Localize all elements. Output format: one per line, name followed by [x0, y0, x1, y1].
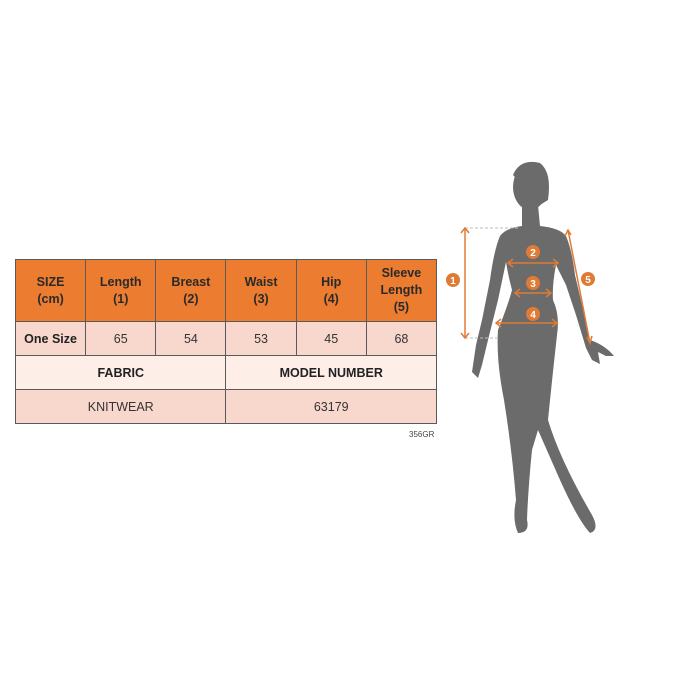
svg-text:2: 2	[530, 248, 536, 259]
header-text: (2)	[183, 291, 199, 306]
waist-value: 53	[225, 321, 297, 356]
svg-text:3: 3	[530, 279, 536, 290]
header-text: (1)	[113, 291, 129, 306]
table-row: One Size 65 54 53 45 68	[14, 321, 438, 356]
sleeve-length-value: 68	[365, 321, 438, 356]
marker-2: 2	[526, 245, 540, 259]
svg-text:4: 4	[530, 310, 536, 321]
header-row: SIZE (cm) Length (1) Breast (2) Waist (3) Hi…	[14, 259, 438, 322]
header-text: Waist	[244, 274, 278, 289]
header-text: (5)	[393, 300, 410, 314]
marker-5: 5	[581, 272, 595, 286]
header-text: Length	[99, 274, 142, 289]
header-waist: Waist (3)	[225, 259, 297, 322]
header-hip: Hip (4)	[295, 259, 367, 322]
body-silhouette	[472, 161, 614, 533]
header-text: SIZE	[36, 274, 65, 289]
header-sleeve-length: Sleeve Length (5)	[365, 259, 438, 322]
header-text: (3)	[253, 291, 269, 306]
marker-3: 3	[526, 276, 540, 290]
size-label: One Size	[14, 321, 87, 356]
table-row: KNITWEAR 63179	[14, 389, 437, 424]
length-value: 65	[85, 321, 157, 356]
svg-text:5: 5	[585, 275, 591, 286]
svg-text:1: 1	[450, 276, 456, 287]
measurement-lines	[460, 226, 593, 346]
header-text: Hip	[321, 274, 342, 289]
marker-4: 4	[526, 307, 540, 321]
header-text: (4)	[323, 291, 339, 306]
header-text: Sleeve	[381, 266, 422, 280]
product-code: 356GR	[409, 430, 435, 439]
model-number-value: 63179	[225, 389, 437, 424]
header-text: (cm)	[37, 291, 64, 306]
size-chart-table: SIZE (cm) Length (1) Breast (2) Waist (3) Hi…	[14, 259, 438, 424]
fabric-value: KNITWEAR	[14, 389, 227, 424]
marker-1: 1	[446, 273, 460, 287]
header-size: SIZE (cm)	[14, 259, 87, 322]
hip-value: 45	[295, 321, 367, 356]
header-text: Length	[380, 283, 423, 297]
header-length: Length (1)	[85, 259, 157, 322]
header-breast: Breast (2)	[155, 259, 227, 322]
header-text: Breast	[171, 274, 211, 289]
